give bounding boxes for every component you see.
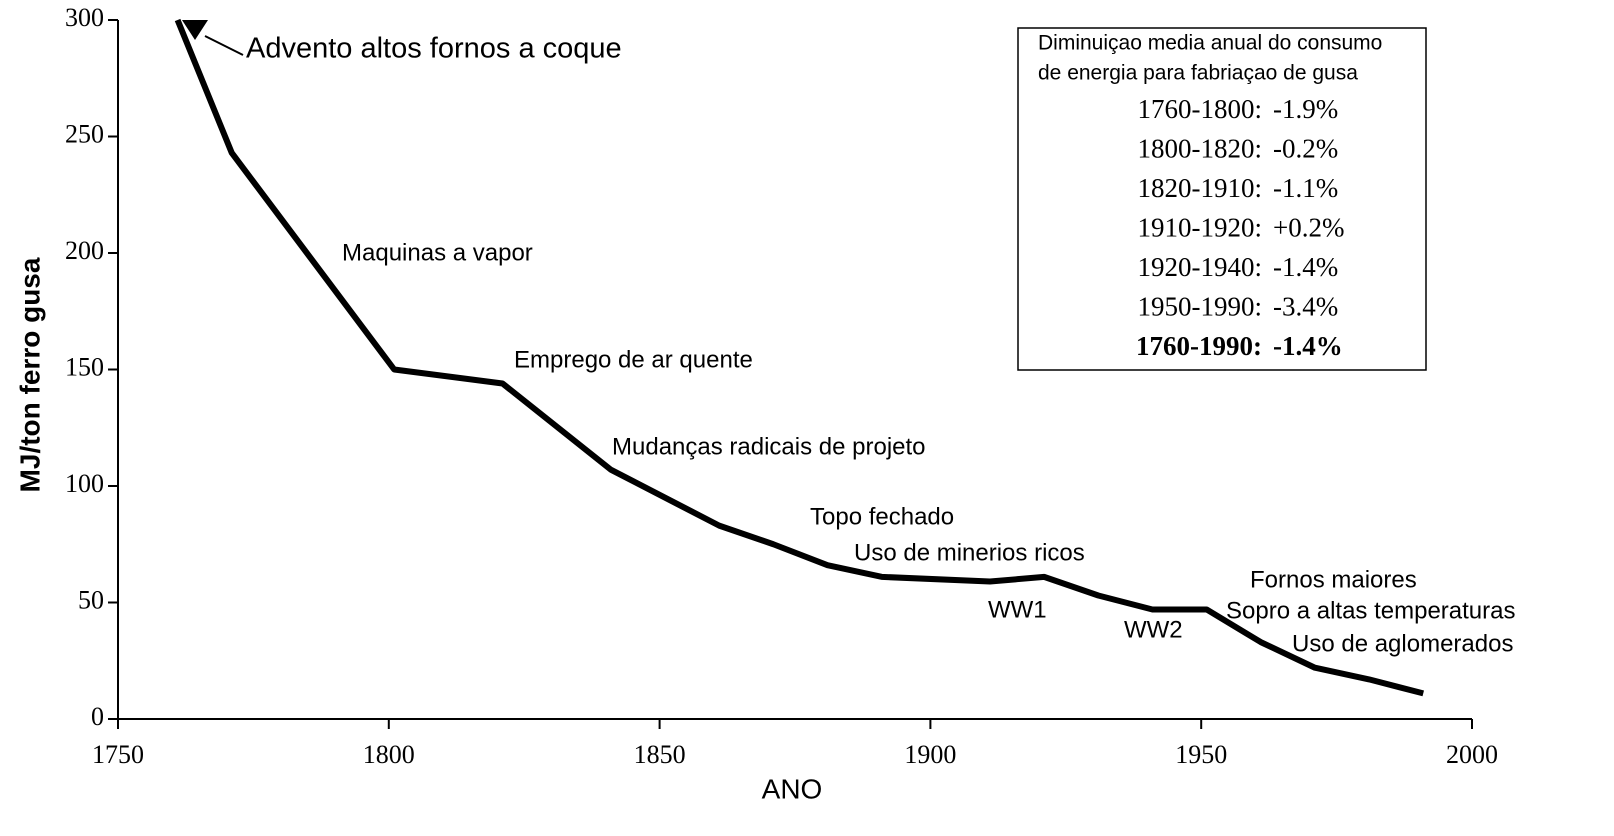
- x-tick-label: 1950: [1175, 740, 1227, 769]
- annotation: Emprego de ar quente: [514, 346, 753, 373]
- box-rate: +0.2%: [1273, 213, 1344, 243]
- x-tick-label: 1900: [904, 740, 956, 769]
- annotation: Advento altos fornos a coque: [246, 33, 622, 65]
- annotation: Maquinas a vapor: [342, 239, 533, 266]
- y-tick-label: 0: [91, 702, 104, 731]
- y-tick-label: 300: [65, 3, 104, 32]
- x-tick-label: 1800: [363, 740, 415, 769]
- box-rate: -1.1%: [1273, 173, 1338, 203]
- y-tick-label: 250: [65, 119, 104, 148]
- marker: [182, 20, 208, 40]
- box-period: 1820-1910:: [1138, 173, 1263, 203]
- annotation: WW2: [1124, 616, 1183, 643]
- y-tick-label: 50: [78, 585, 104, 614]
- box-period: 1950-1990:: [1138, 292, 1263, 322]
- y-axis-label: MJ/ton ferro gusa: [14, 257, 45, 492]
- box-rate: -1.9%: [1273, 94, 1338, 124]
- annotation: Uso de minerios ricos: [854, 539, 1085, 566]
- x-axis-label: ANO: [762, 773, 823, 804]
- annotation: Mudanças radicais de projeto: [612, 433, 926, 460]
- box-period: 1800-1820:: [1138, 134, 1263, 164]
- box-rate: -1.4%: [1273, 331, 1343, 361]
- box-period: 1760-1800:: [1138, 94, 1263, 124]
- box-rate: -0.2%: [1273, 134, 1338, 164]
- x-tick-label: 1850: [634, 740, 686, 769]
- annotation: Sopro a altas temperaturas: [1226, 597, 1516, 624]
- annotation: WW1: [988, 596, 1047, 623]
- annotation: Uso de aglomerados: [1292, 630, 1513, 657]
- data-line: [174, 18, 1425, 697]
- box-title: de energia para fabriaçao de gusa: [1038, 62, 1358, 85]
- annotation: Fornos maiores: [1250, 566, 1417, 593]
- box-period: 1760-1990:: [1136, 331, 1262, 361]
- annotation: Topo fechado: [810, 503, 954, 530]
- legend-box: [1017, 27, 1427, 371]
- box-title: Diminuiçao media anual do consumo: [1038, 32, 1382, 55]
- box-period: 1920-1940:: [1138, 252, 1263, 282]
- x-tick-label: 1750: [92, 740, 144, 769]
- arrow: [204, 35, 244, 56]
- y-tick-label: 150: [65, 352, 104, 381]
- box-rate: -1.4%: [1273, 252, 1338, 282]
- box-period: 1910-1920:: [1138, 213, 1263, 243]
- x-tick-label: 2000: [1446, 740, 1498, 769]
- y-tick-label: 200: [65, 236, 104, 265]
- y-tick-label: 100: [65, 469, 104, 498]
- box-rate: -3.4%: [1273, 292, 1338, 322]
